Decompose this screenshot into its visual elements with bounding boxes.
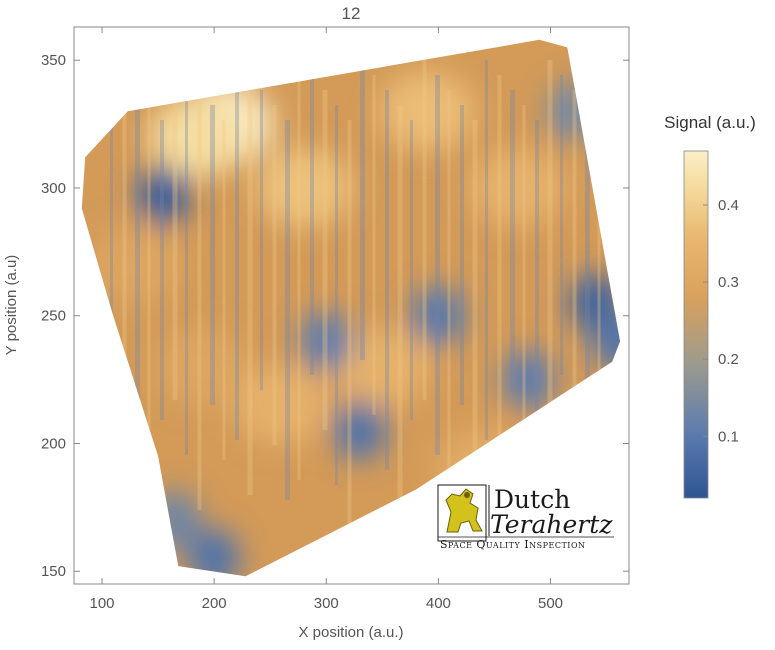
- streak-3: [147, 105, 151, 525]
- streak-28: [460, 105, 464, 405]
- hotspot-11: [333, 400, 386, 461]
- streak-5: [172, 60, 178, 400]
- hotspot-2: [255, 147, 352, 228]
- hotspot-7: [154, 326, 251, 407]
- streak-19: [347, 120, 352, 540]
- hotspot-13: [300, 311, 353, 372]
- streak-17: [322, 90, 328, 430]
- streak-37: [572, 90, 577, 430]
- logo-line2: Terahertz: [490, 510, 613, 539]
- y-axis-ticks: 150 200 250 300 350: [41, 52, 629, 580]
- hotspot-8: [87, 224, 184, 305]
- x-tick-label: 400: [426, 595, 451, 612]
- hotspot-5: [233, 365, 330, 446]
- logo-emblem-frame: [437, 484, 487, 542]
- streak-27: [447, 90, 451, 510]
- x-axis-ticks: 100 200 300 400 500: [90, 27, 563, 612]
- heatmap-region: [81, 39, 621, 577]
- colorbar: [683, 150, 709, 499]
- logo-tagline: Space Quality Inspection: [440, 538, 586, 551]
- streak-22: [385, 90, 389, 470]
- hotspot-16: [502, 349, 555, 410]
- y-tick-label: 200: [41, 435, 66, 452]
- heatmap-streaks: [110, 60, 601, 540]
- streak-29: [472, 120, 478, 460]
- streak-25: [422, 60, 427, 400]
- dutch-terahertz-logo: Dutch Terahertz Space Quality Inspection: [437, 484, 614, 551]
- y-axis-title: Y position (a.u): [3, 255, 20, 356]
- streak-4: [160, 120, 164, 420]
- hotspot-4: [334, 326, 431, 407]
- streak-32: [510, 90, 515, 390]
- streak-0: [110, 60, 113, 360]
- streak-15: [297, 60, 301, 480]
- streak-24: [410, 120, 413, 420]
- logo-line1: Dutch: [494, 485, 570, 514]
- streak-1: [122, 75, 127, 415]
- streak-39: [597, 120, 601, 540]
- streak-30: [485, 60, 488, 440]
- colorbar-tick-label: 0.2: [718, 351, 739, 368]
- streak-10: [235, 60, 239, 440]
- streak-13: [272, 105, 277, 445]
- streak-2: [135, 90, 140, 470]
- streak-8: [210, 105, 215, 405]
- streak-16: [310, 75, 314, 375]
- y-tick-label: 350: [41, 52, 66, 69]
- streak-11: [247, 75, 253, 495]
- colorbar-tick-label: 0.4: [718, 197, 739, 214]
- hotspot-19: [591, 311, 621, 372]
- streak-23: [397, 105, 403, 525]
- y-tick-label: 250: [41, 308, 66, 325]
- colorbar-title: Signal (a.u.): [664, 113, 756, 132]
- streak-36: [560, 75, 563, 375]
- colorbar-tick-label: 0.3: [718, 274, 739, 291]
- x-tick-label: 200: [202, 595, 227, 612]
- plot-title: 12: [342, 4, 361, 23]
- streak-26: [435, 75, 440, 455]
- y-tick-label: 300: [41, 180, 66, 197]
- streak-6: [185, 75, 188, 455]
- x-tick-label: 100: [90, 595, 115, 612]
- streak-34: [535, 120, 539, 500]
- hotspot-10: [137, 165, 190, 226]
- streak-18: [335, 105, 338, 485]
- streak-33: [522, 105, 526, 445]
- streak-14: [285, 120, 290, 500]
- streak-31: [497, 75, 502, 495]
- hotspot-1: [149, 96, 246, 177]
- streak-9: [222, 120, 226, 460]
- streak-35: [547, 60, 553, 480]
- streak-7: [197, 90, 202, 510]
- x-axis-title: X position (a.u.): [298, 624, 403, 641]
- lion-emblem-icon: [445, 488, 483, 533]
- y-tick-label: 150: [41, 563, 66, 580]
- hotspot-9: [468, 147, 565, 228]
- hotspot-3: [379, 71, 476, 152]
- streak-38: [585, 105, 590, 485]
- streak-20: [360, 60, 365, 360]
- x-tick-label: 300: [314, 595, 339, 612]
- x-tick-label: 500: [538, 595, 563, 612]
- colorbar-tick-label: 0.1: [718, 428, 739, 445]
- streak-12: [260, 90, 263, 390]
- streak-21: [372, 75, 376, 415]
- colorbar-ticks: 0.1 0.2 0.3 0.4: [703, 197, 739, 445]
- hotspot-14: [412, 285, 465, 346]
